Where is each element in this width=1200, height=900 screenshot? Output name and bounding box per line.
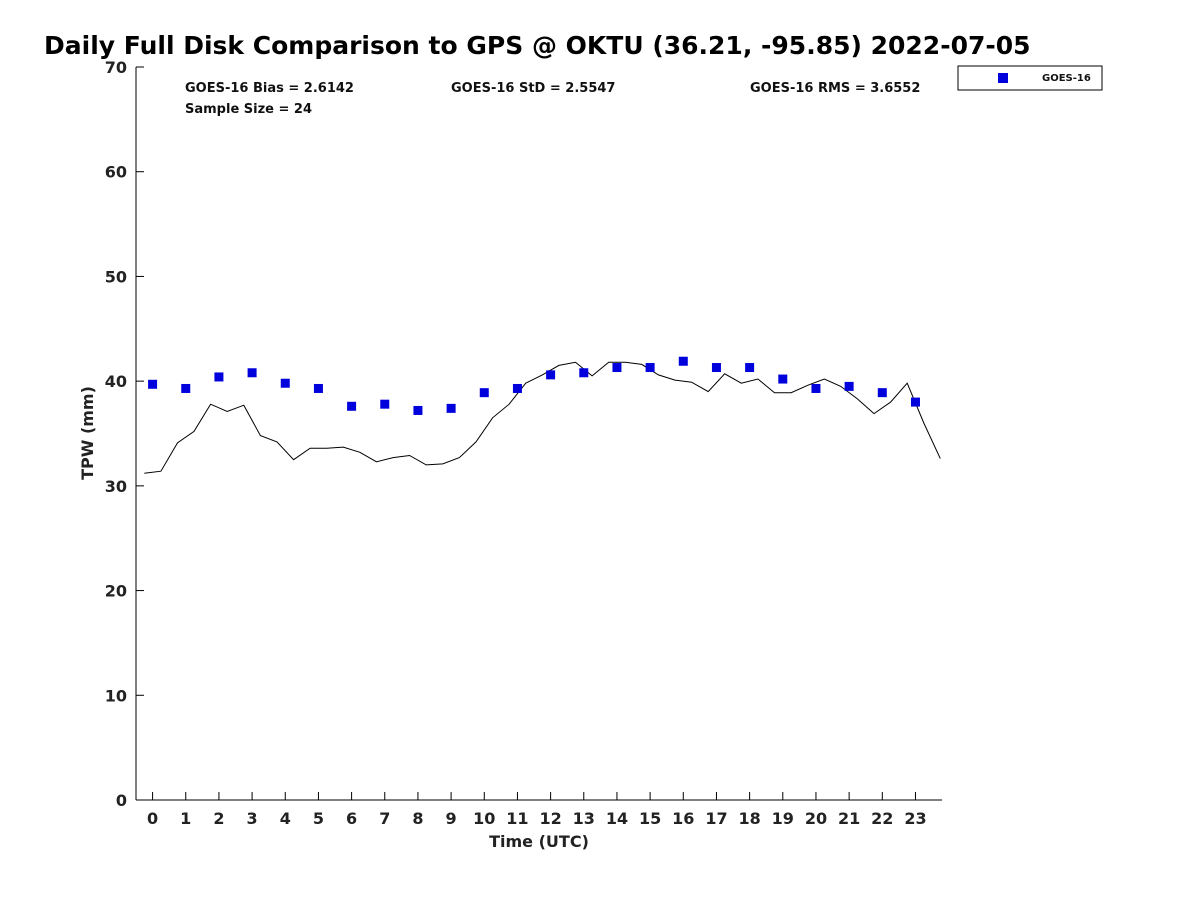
x-tick-label: 13 — [573, 809, 595, 828]
x-tick-label: 10 — [473, 809, 495, 828]
series-line — [144, 361, 941, 474]
legend: GOES-16 — [957, 65, 1103, 91]
x-tick-label: 17 — [705, 809, 727, 828]
y-tick-label: 40 — [105, 372, 127, 391]
data-point-goes-16 — [446, 403, 456, 413]
y-tick-label: 50 — [105, 267, 127, 286]
x-tick-label: 9 — [446, 809, 457, 828]
x-tick-label: 4 — [280, 809, 291, 828]
x-tick-label: 21 — [838, 809, 860, 828]
x-tick-label: 12 — [539, 809, 561, 828]
y-tick-label: 60 — [105, 163, 127, 182]
data-point-goes-16 — [313, 383, 323, 393]
data-point-goes-16 — [214, 372, 224, 382]
x-tick-label: 23 — [904, 809, 926, 828]
data-point-goes-16 — [711, 363, 721, 373]
y-axis-label: TPW (mm) — [78, 386, 97, 480]
data-point-goes-16 — [247, 368, 257, 378]
data-point-goes-16 — [811, 383, 821, 393]
x-tick-label: 3 — [247, 809, 258, 828]
x-tick-label: 1 — [180, 809, 191, 828]
data-point-goes-16 — [778, 374, 788, 384]
data-point-goes-16 — [512, 383, 522, 393]
data-point-goes-16 — [745, 363, 755, 373]
x-tick-label: 8 — [412, 809, 423, 828]
x-ticks: 0 1 2 3 4 5 6 7 8 9 10 11 12 13 14 15 16 17 18 19 20 21 22 23 — [147, 792, 927, 828]
x-tick-label: 16 — [672, 809, 694, 828]
y-tick-label: 0 — [116, 791, 127, 810]
data-point-goes-16 — [347, 401, 357, 411]
x-tick-label: 14 — [606, 809, 628, 828]
y-tick-label: 20 — [105, 582, 127, 601]
data-point-goes-16 — [678, 356, 688, 366]
stat-sample-size: Sample Size = 24 — [185, 102, 312, 117]
x-tick-label: 0 — [147, 809, 158, 828]
stat-bias: GOES-16 Bias = 2.6142 — [185, 81, 354, 96]
x-tick-label: 6 — [346, 809, 357, 828]
x-tick-label: 5 — [313, 809, 324, 828]
x-tick-label: 15 — [639, 809, 661, 828]
legend-box — [957, 65, 1103, 91]
y-tick-label: 70 — [105, 58, 127, 77]
data-point-goes-16 — [844, 381, 854, 391]
data-point-goes-16 — [380, 399, 390, 409]
x-axis-label: Time (UTC) — [489, 832, 589, 851]
x-tick-label: 2 — [213, 809, 224, 828]
y-tick-label: 10 — [105, 686, 127, 705]
x-tick-label: 22 — [871, 809, 893, 828]
stat-rms: GOES-16 RMS = 3.6552 — [750, 81, 920, 96]
x-tick-label: 18 — [738, 809, 760, 828]
series-markers — [148, 356, 920, 415]
x-tick-label: 19 — [772, 809, 794, 828]
data-point-goes-16 — [579, 368, 589, 378]
data-point-goes-16 — [479, 388, 489, 398]
y-ticks: 0 10 20 30 40 50 60 70 — [105, 58, 144, 810]
data-point-goes-16 — [612, 363, 622, 373]
data-point-goes-16 — [877, 388, 887, 398]
data-point-goes-16 — [280, 378, 290, 388]
legend-marker-goes-16 — [998, 73, 1008, 83]
stat-std: GOES-16 StD = 2.5547 — [451, 81, 615, 96]
data-point-goes-16 — [181, 383, 191, 393]
x-tick-label: 11 — [506, 809, 528, 828]
x-tick-label: 20 — [805, 809, 827, 828]
legend-label-goes-16: GOES-16 — [1042, 73, 1091, 84]
data-point-goes-16 — [645, 363, 655, 373]
data-point-goes-16 — [413, 405, 423, 415]
x-tick-label: 7 — [379, 809, 390, 828]
plot-area — [136, 67, 942, 800]
data-point-goes-16 — [910, 397, 920, 407]
y-tick-label: 30 — [105, 477, 127, 496]
chart-title: Daily Full Disk Comparison to GPS @ OKTU… — [44, 31, 1031, 60]
data-point-goes-16 — [148, 379, 158, 389]
series-lines — [144, 361, 941, 474]
data-point-goes-16 — [546, 370, 556, 380]
